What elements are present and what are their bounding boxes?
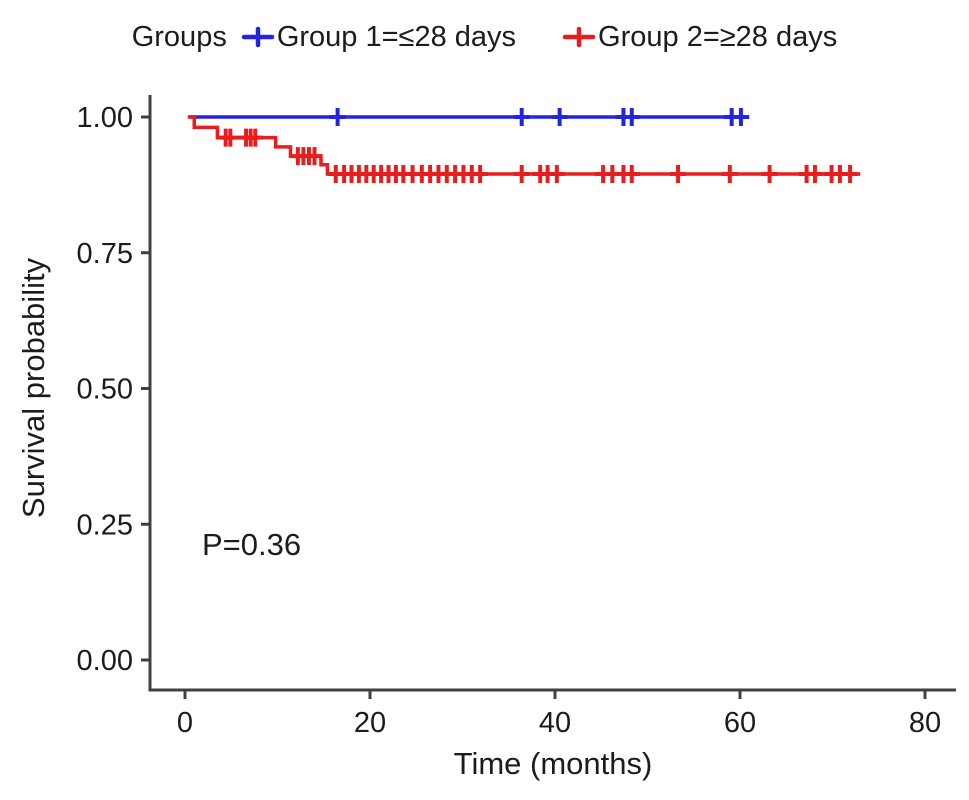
x-tick-label: 40 <box>539 707 571 739</box>
plus-marker-icon <box>241 26 275 48</box>
legend: Groups Group 1=≤28 days Group 2=≥28 days <box>0 14 969 60</box>
legend-label-group1: Group 1=≤28 days <box>276 20 517 53</box>
y-tick-label: 1.00 <box>77 102 133 134</box>
x-tick-label: 20 <box>354 707 386 739</box>
y-axis-title: Survival probability <box>16 257 51 519</box>
y-tick-label: 0.75 <box>77 238 133 270</box>
x-tick-label: 80 <box>909 707 941 739</box>
km-curve-group2 <box>187 115 861 176</box>
legend-title: Groups <box>131 20 227 53</box>
y-tick-label: 0.25 <box>77 509 133 541</box>
x-axis-title: Time (months) <box>453 746 653 781</box>
x-tick-label: 0 <box>177 707 193 739</box>
legend-entry-group2: Group 2=≥28 days <box>562 21 837 54</box>
plus-marker-icon <box>562 26 596 48</box>
y-tick-label: 0.50 <box>77 374 133 406</box>
x-tick-label: 60 <box>724 707 756 739</box>
pvalue-annotation: P=0.36 <box>202 527 302 562</box>
legend-label-group2: Group 2=≥28 days <box>598 20 838 53</box>
legend-entry-group1: Group 1=≤28 days <box>241 21 516 54</box>
y-tick-label: 0.00 <box>77 645 133 677</box>
